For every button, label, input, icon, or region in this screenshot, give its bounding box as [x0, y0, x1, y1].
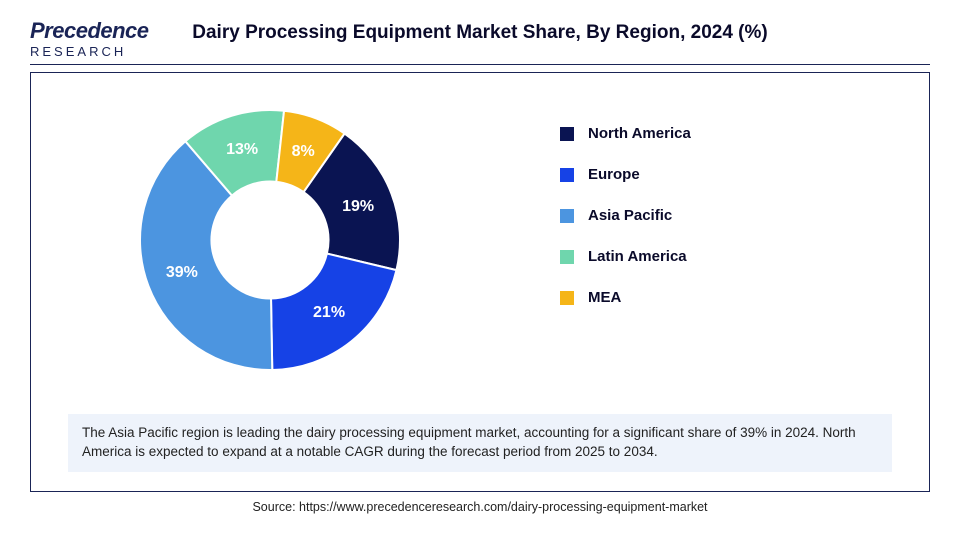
donut-chart: 19% 21% 39% 13% 8%	[120, 90, 420, 390]
donut-svg	[120, 90, 420, 390]
legend-swatch	[560, 291, 574, 305]
legend-label: Asia Pacific	[588, 207, 672, 224]
legend-label: Latin America	[588, 248, 687, 265]
title-divider	[30, 64, 930, 65]
legend-swatch	[560, 209, 574, 223]
legend: North America Europe Asia Pacific Latin Ame…	[560, 125, 860, 330]
slice-value-label: 8%	[292, 143, 315, 161]
slice-value-label: 19%	[342, 198, 374, 216]
legend-label: North America	[588, 125, 691, 142]
legend-label: MEA	[588, 289, 621, 306]
legend-item: North America	[560, 125, 860, 142]
slice-value-label: 21%	[313, 304, 345, 322]
legend-swatch	[560, 127, 574, 141]
legend-item: Latin America	[560, 248, 860, 265]
page-title: Dairy Processing Equipment Market Share,…	[0, 22, 960, 44]
legend-item: MEA	[560, 289, 860, 306]
slice-value-label: 39%	[166, 264, 198, 282]
slice-value-label: 13%	[226, 141, 258, 159]
source-line: Source: https://www.precedenceresearch.c…	[0, 500, 960, 514]
legend-swatch	[560, 168, 574, 182]
legend-item: Europe	[560, 166, 860, 183]
legend-swatch	[560, 250, 574, 264]
footnote: The Asia Pacific region is leading the d…	[68, 414, 892, 472]
logo-sub: RESEARCH	[30, 44, 149, 59]
legend-label: Europe	[588, 166, 640, 183]
legend-item: Asia Pacific	[560, 207, 860, 224]
